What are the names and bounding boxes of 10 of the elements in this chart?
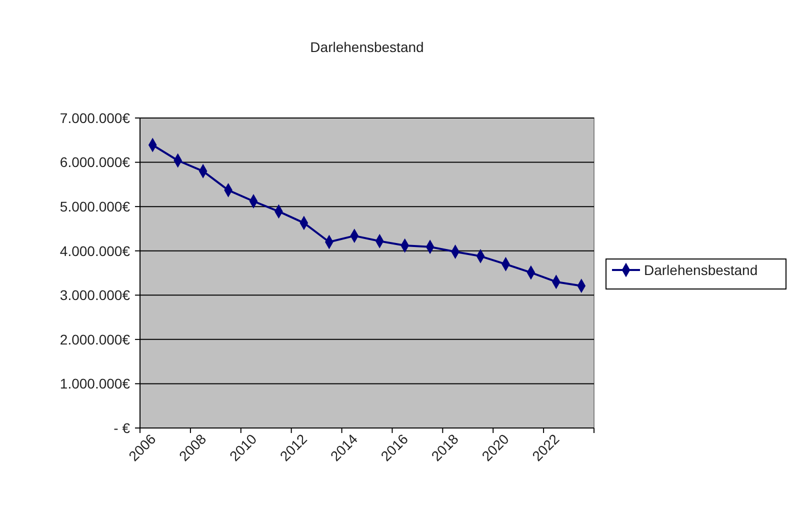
y-tick-label: 2.000.000€ — [60, 331, 130, 348]
y-tick-label: 4.000.000€ — [60, 242, 130, 259]
y-tick-label: - € — [114, 420, 130, 436]
y-tick-label: 3.000.000€ — [60, 287, 130, 304]
legend-label: Darlehensbestand — [644, 262, 758, 278]
y-tick-label: 7.000.000€ — [60, 110, 130, 126]
y-tick-label: 1.000.000€ — [60, 376, 130, 392]
y-tick-label: 5.000.000€ — [60, 198, 130, 214]
chart-title: Darlehensbestand — [310, 39, 424, 55]
y-tick-label: 6.000.000€ — [60, 154, 130, 170]
